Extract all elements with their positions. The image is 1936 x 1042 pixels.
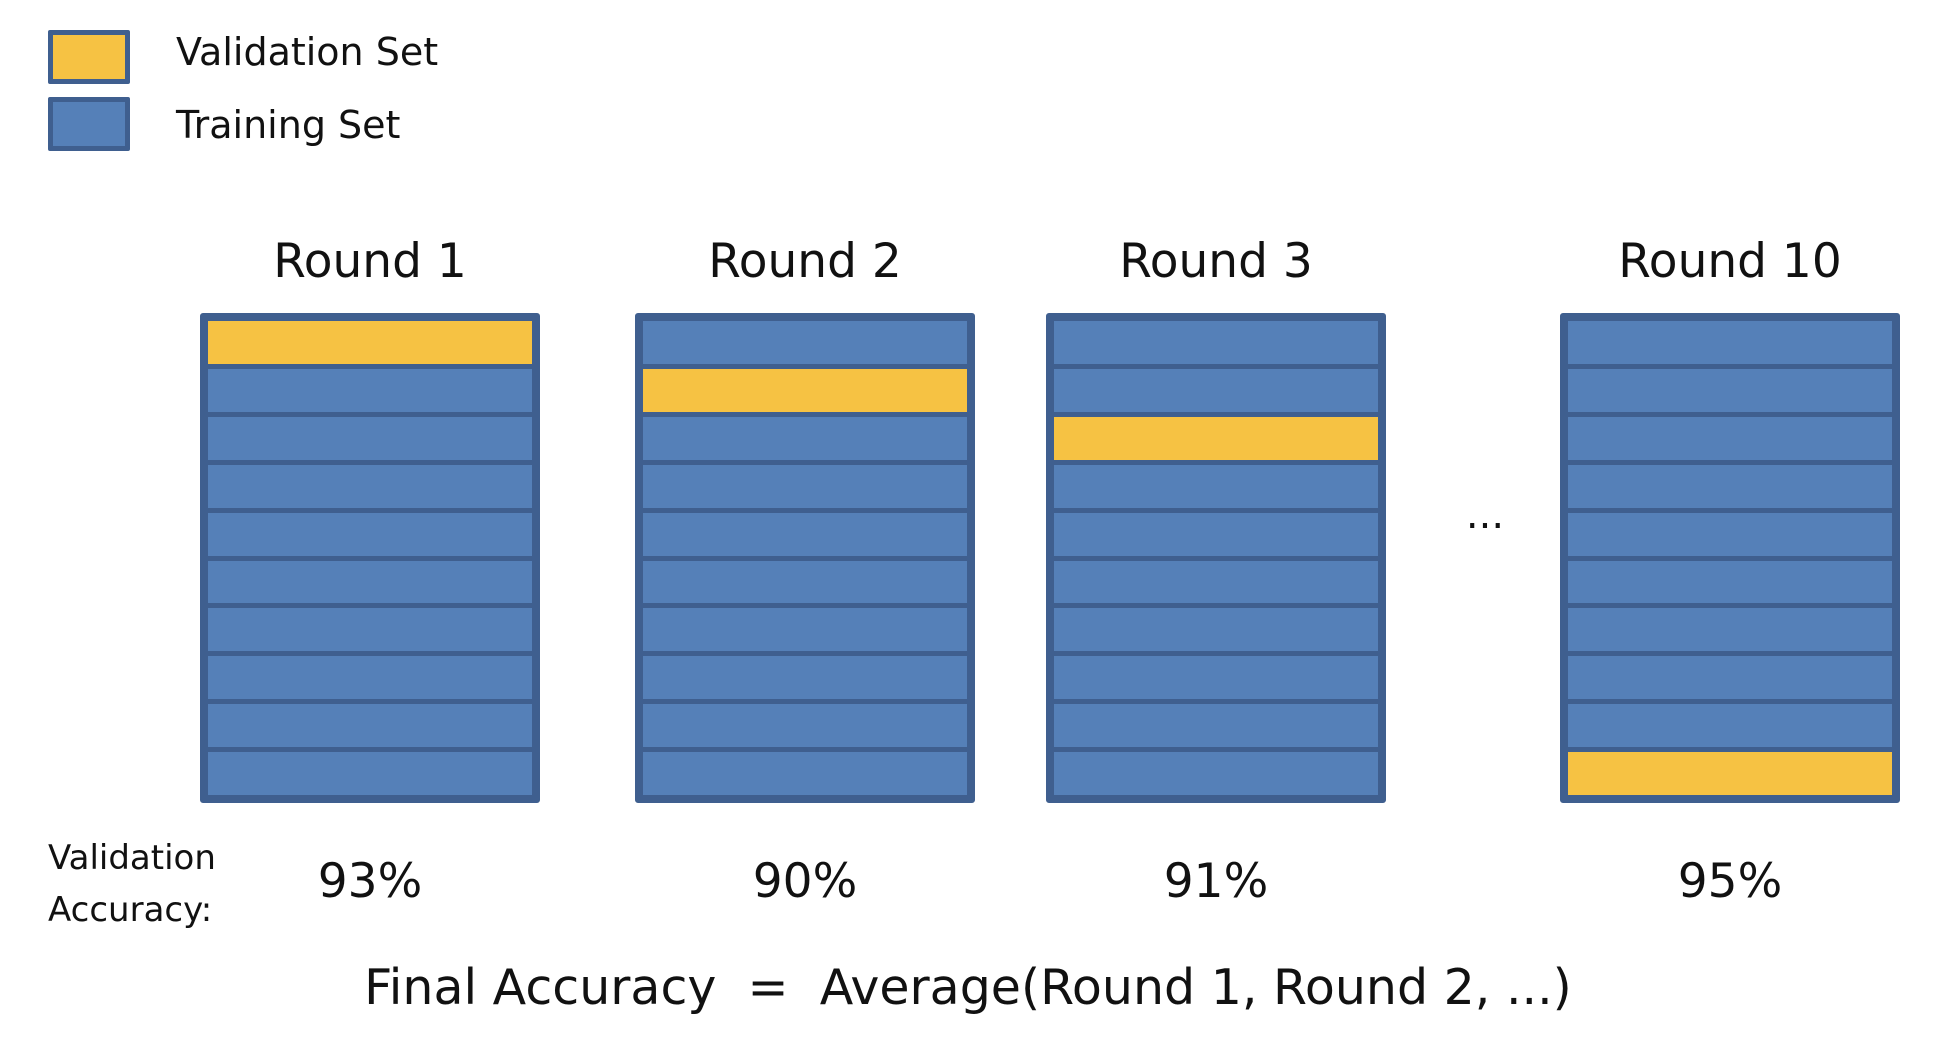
round-3-accuracy: 91%	[1163, 854, 1269, 909]
validation-fold	[208, 321, 532, 364]
training-fold	[643, 464, 967, 508]
round-3-folds	[1046, 313, 1386, 803]
training-fold	[1054, 704, 1378, 748]
training-fold	[1054, 512, 1378, 556]
round-10-title: Round 10	[1618, 234, 1842, 289]
training-set-swatch	[48, 97, 130, 151]
training-fold	[1054, 464, 1378, 508]
training-fold	[208, 752, 532, 796]
final-accuracy-formula: Final Accuracy = Average(Round 1, Round …	[364, 959, 1572, 1016]
training-fold	[1054, 608, 1378, 652]
training-fold	[1568, 368, 1892, 412]
training-fold	[208, 704, 532, 748]
training-set-label: Training Set	[176, 103, 401, 147]
training-fold	[1054, 560, 1378, 604]
training-fold	[1568, 560, 1892, 604]
training-fold	[1054, 752, 1378, 796]
training-fold	[1054, 656, 1378, 700]
training-fold	[1568, 704, 1892, 748]
round-1-folds	[200, 313, 540, 803]
training-fold	[1568, 321, 1892, 364]
training-fold	[208, 416, 532, 460]
training-fold	[643, 560, 967, 604]
training-fold	[643, 656, 967, 700]
training-fold	[208, 368, 532, 412]
round-2-title: Round 2	[708, 234, 902, 289]
training-fold	[208, 464, 532, 508]
round-3-title: Round 3	[1119, 234, 1313, 289]
training-fold	[643, 512, 967, 556]
validation-fold	[1568, 752, 1892, 796]
round-1-title: Round 1	[273, 234, 467, 289]
round-10-accuracy: 95%	[1677, 854, 1783, 909]
training-fold	[1568, 464, 1892, 508]
training-fold	[1054, 368, 1378, 412]
training-fold	[1054, 321, 1378, 364]
training-fold	[643, 416, 967, 460]
training-fold	[643, 704, 967, 748]
round-10-folds	[1560, 313, 1900, 803]
training-fold	[1568, 416, 1892, 460]
round-2-folds	[635, 313, 975, 803]
training-fold	[643, 608, 967, 652]
validation-fold	[643, 368, 967, 412]
training-fold	[208, 656, 532, 700]
rounds-ellipsis: ...	[1465, 492, 1505, 538]
training-fold	[1568, 656, 1892, 700]
validation-accuracy-label: Validation Accuracy:	[48, 838, 216, 930]
training-fold	[208, 560, 532, 604]
training-fold	[1568, 512, 1892, 556]
training-fold	[1568, 608, 1892, 652]
training-fold	[643, 321, 967, 364]
validation-fold	[1054, 416, 1378, 460]
validation-set-swatch	[48, 30, 130, 84]
validation-set-label: Validation Set	[176, 30, 439, 74]
training-fold	[208, 512, 532, 556]
round-1-accuracy: 93%	[317, 854, 423, 909]
round-2-accuracy: 90%	[752, 854, 858, 909]
training-fold	[643, 752, 967, 796]
training-fold	[208, 608, 532, 652]
